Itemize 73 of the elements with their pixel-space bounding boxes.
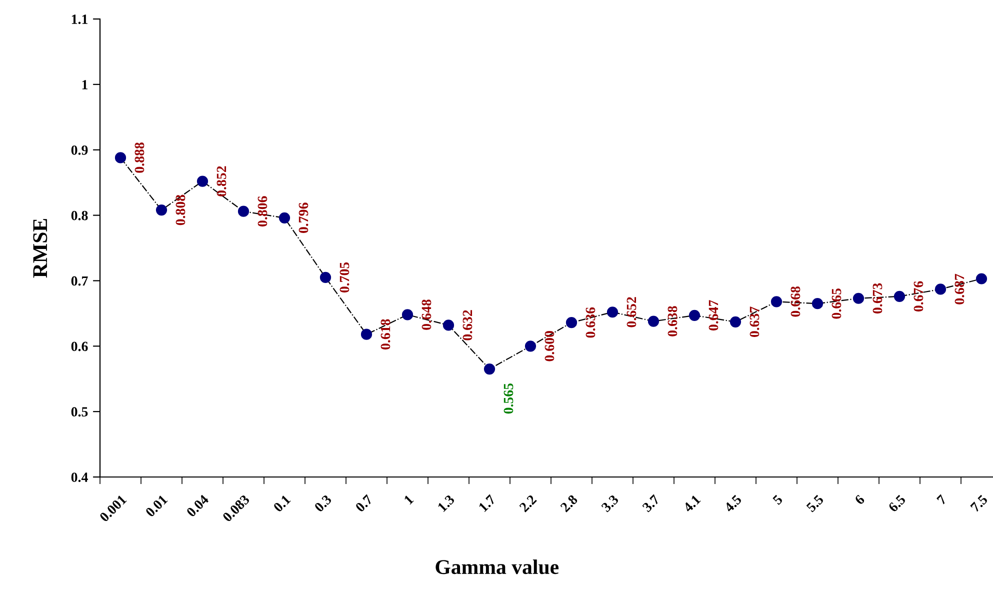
data-label: 0.687 — [954, 274, 964, 304]
x-tick-label: 6 — [854, 494, 866, 506]
x-tick-label: 0.3 — [314, 494, 332, 513]
x-axis-title: Gamma value — [436, 559, 559, 574]
point — [402, 309, 414, 320]
point — [196, 176, 208, 187]
x-tick-label: 2.8 — [560, 494, 578, 512]
point — [484, 363, 496, 375]
x-tick-label: 0.01 — [144, 494, 168, 518]
data-label: 0.632 — [462, 310, 472, 340]
x-tick-label: 0.7 — [354, 494, 374, 513]
point — [730, 316, 742, 328]
data-label: 0.705 — [340, 262, 350, 293]
point — [894, 290, 906, 302]
point — [238, 206, 250, 217]
x-tick-label: 1 — [404, 494, 414, 505]
data-label: 0.676 — [914, 281, 924, 312]
data-label: 0.648 — [422, 300, 432, 330]
point — [156, 204, 168, 216]
point — [606, 306, 618, 318]
x-tick-label: 1.3 — [437, 494, 456, 512]
point — [114, 152, 126, 164]
x-tick-label: 0.04 — [186, 494, 210, 518]
x-tick-label: 0.1 — [272, 494, 291, 513]
x-tick-label: 4.1 — [682, 494, 701, 513]
y-tick-label: 0.6 — [71, 342, 88, 352]
y-tick-label: 0.5 — [71, 407, 88, 417]
data-label: 0.888 — [134, 142, 144, 173]
y-tick-label: 0.7 — [71, 276, 88, 286]
y-tick-label: 1.1 — [72, 14, 88, 24]
data-label: 0.637 — [750, 306, 760, 338]
data-label: 0.636 — [586, 307, 596, 338]
point — [524, 340, 536, 352]
y-tick-label: 0.8 — [71, 210, 88, 220]
data-label: 0.796 — [298, 202, 308, 233]
y-tick-label: 0.9 — [71, 145, 88, 155]
annotation: 0.565 — [504, 383, 514, 414]
point — [278, 212, 290, 224]
x-tick-label: 1.7 — [478, 494, 496, 512]
point — [442, 320, 454, 331]
point — [770, 296, 782, 308]
point — [360, 328, 372, 340]
data-label: 0.652 — [626, 297, 636, 328]
y-axis-title: RMSE — [33, 218, 48, 278]
data-label: 0.668 — [790, 286, 800, 317]
data-label: 0.806 — [258, 196, 268, 226]
point — [566, 317, 578, 328]
point — [812, 298, 824, 310]
data-label: 0.665 — [832, 288, 842, 319]
data-label: 0.618 — [380, 319, 390, 350]
x-tick-label: 3.7 — [642, 494, 660, 513]
data-label: 0.673 — [872, 283, 882, 314]
point — [852, 292, 864, 304]
y-tick-label: 1 — [82, 80, 88, 90]
point — [320, 272, 332, 283]
point — [934, 284, 946, 295]
x-tick-label: 4.5 — [724, 494, 742, 513]
data-label: 0.852 — [216, 166, 226, 196]
data-label: 0.647 — [708, 300, 718, 330]
x-tick-label: 3.3 — [600, 494, 620, 513]
point — [688, 310, 700, 321]
point — [648, 316, 660, 327]
data-label: 0.808 — [176, 194, 186, 226]
x-tick-label: 7 — [936, 494, 948, 505]
x-tick-label: 5.5 — [806, 494, 824, 513]
y-tick-label: 0.4 — [71, 472, 88, 482]
data-label: 0.600 — [544, 331, 554, 362]
x-tick-label: 2.2 — [518, 494, 538, 512]
point — [976, 273, 988, 284]
x-tick-label: 7.5 — [970, 494, 988, 512]
x-tick-label: 5 — [772, 494, 784, 506]
x-tick-label: 6.5 — [888, 494, 906, 513]
data-label: 0.638 — [668, 306, 678, 336]
